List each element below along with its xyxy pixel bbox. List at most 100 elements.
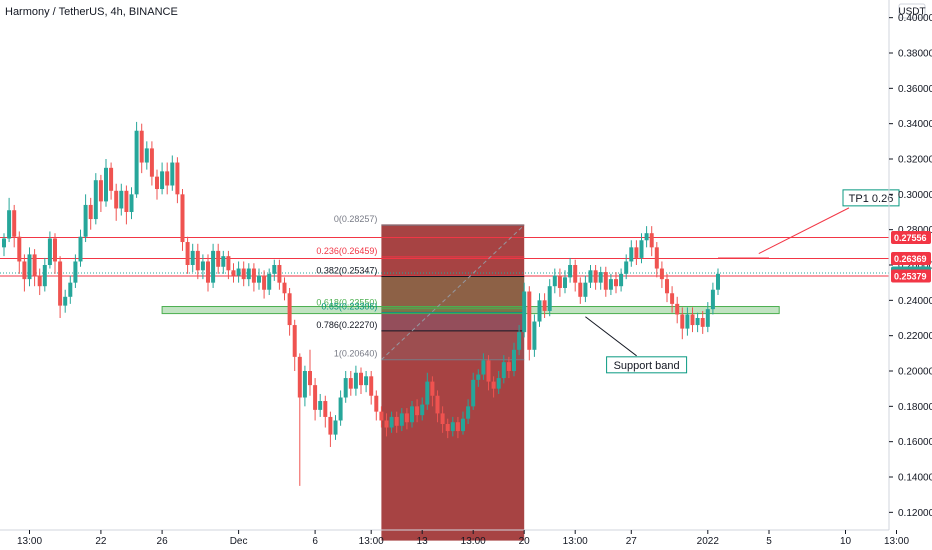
candle-body (634, 247, 639, 258)
candle-body (710, 289, 715, 310)
candle-body (461, 418, 465, 432)
fibonacci-levels: 0(0.28257) 0.236(0.26459) 0.382(0.25347) 0.… (316, 214, 525, 361)
candle-body (563, 277, 567, 288)
candle-body (221, 256, 226, 267)
candle-body (435, 395, 440, 414)
candle-body (695, 318, 700, 326)
price-tick-label: 0.18000 (898, 402, 932, 413)
candle-body (180, 194, 185, 243)
candle-body (614, 279, 618, 287)
price-tick-label: 0.14000 (898, 473, 932, 484)
candle-body (445, 424, 450, 432)
price-tag[interactable] (891, 231, 931, 245)
candle-body (251, 268, 256, 283)
candle-body (257, 275, 261, 283)
candle-body (338, 397, 343, 421)
candle-body (78, 236, 83, 262)
price-tag[interactable] (891, 251, 931, 265)
candle-body (690, 314, 695, 326)
chart-title: Harmony / TetherUS, 4h, BINANCE (5, 6, 178, 18)
candle-body (190, 250, 195, 265)
candle-body (297, 356, 302, 398)
candle-body (598, 272, 603, 283)
candle-body (206, 261, 210, 283)
candle-body (246, 268, 251, 280)
annotation-box[interactable] (606, 356, 688, 374)
time-tick-label: 13 (417, 536, 429, 547)
candle-body (705, 309, 710, 327)
fib-zone-blue-region[interactable] (381, 311, 525, 331)
candle-body (578, 282, 583, 297)
candle-body (552, 275, 557, 287)
candle-body (665, 279, 669, 294)
candle-body (389, 416, 394, 428)
candle-body (83, 204, 88, 237)
annotation-box[interactable] (842, 189, 900, 207)
fib-zone-grey-region[interactable] (381, 330, 525, 360)
candle-body (440, 413, 445, 424)
candle-body (231, 270, 236, 276)
price-tick-label: 0.36000 (898, 84, 932, 95)
candle-body (537, 300, 542, 322)
candle-body (216, 250, 221, 267)
arrow-to-support (585, 316, 637, 357)
time-tick-label: 22 (95, 536, 107, 547)
candle-body (175, 162, 180, 195)
candle-body (374, 395, 379, 412)
time-tick-label: Dec (230, 536, 248, 547)
candle-body (399, 413, 404, 426)
candle-body (501, 362, 506, 379)
candle-body (129, 194, 134, 212)
time-tick-label: 26 (157, 536, 169, 547)
candle-body (2, 238, 6, 248)
price-tag[interactable] (891, 269, 931, 283)
support-band-region[interactable] (161, 306, 780, 315)
price-axis-ticks: 0.40000 0.38000 0.36000 0.34000 0.32000 0.300… (889, 13, 932, 519)
candle-body (170, 162, 175, 186)
candle-body (144, 148, 149, 163)
candle-body (287, 293, 292, 326)
candle-body (333, 420, 338, 435)
candle-body (139, 130, 144, 163)
candle-body (379, 411, 384, 421)
candle-body (471, 379, 476, 407)
price-tick-label: 0.24000 (898, 296, 932, 307)
candle-body (603, 272, 608, 290)
time-axis-ticks: 13:00 22 26 Dec 6 13:00 13 13:00 20 13:00 27 2022 5 1… (17, 530, 909, 547)
candle-body (506, 362, 511, 371)
price-tick-label: 0.40000 (898, 13, 932, 24)
candle-body (557, 275, 562, 288)
candle-body (486, 360, 491, 382)
price-tick-label: 0.38000 (898, 49, 932, 60)
time-tick-label: 13:00 (461, 536, 486, 547)
candle-body (629, 247, 634, 262)
candle-body (476, 374, 481, 380)
candle-body (532, 321, 537, 350)
candle-body (644, 233, 649, 241)
candle-body (32, 254, 37, 276)
fib-zone-green-region[interactable] (381, 276, 525, 311)
candle-body (98, 180, 103, 202)
time-tick-label: 5 (766, 536, 772, 547)
price-tick-label: 0.22000 (898, 331, 932, 342)
candle-body (328, 416, 333, 435)
candle-body (522, 291, 527, 333)
candle-body (430, 381, 435, 396)
fib-level-label: 0.618(0.23550) (316, 297, 377, 307)
currency-badge[interactable] (898, 3, 926, 19)
candle-body (7, 210, 12, 239)
candle-body (593, 270, 598, 283)
candle-body (236, 268, 241, 276)
entry-box-red-region[interactable] (381, 224, 525, 541)
candle-body (415, 406, 420, 416)
fib-level-label: 0.786(0.22270) (316, 320, 377, 330)
candle-body (608, 279, 613, 290)
candle-body (88, 204, 93, 220)
time-tick-label: 13:00 (563, 536, 588, 547)
price-tag-label: 0.26369 (894, 254, 927, 264)
candle-body (104, 167, 108, 202)
candle-body (583, 282, 588, 297)
price-tick-label: 0.30000 (898, 190, 932, 201)
